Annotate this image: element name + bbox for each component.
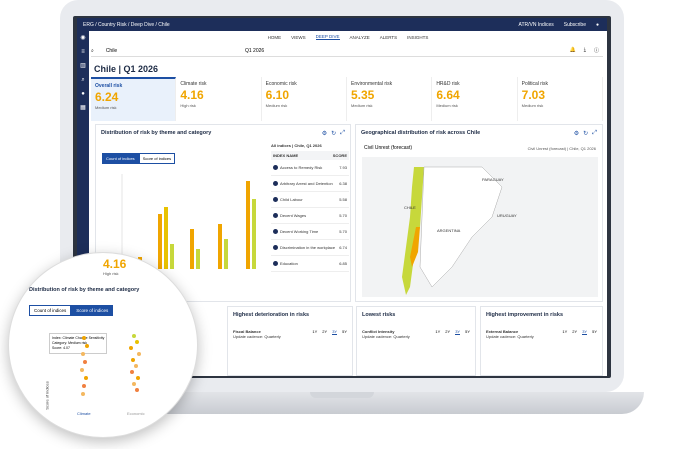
bar [252,199,256,269]
expand-icon[interactable]: ⤢ [592,130,597,136]
refresh-icon[interactable]: ↻ [583,131,589,137]
settings-icon[interactable]: ⚙ [573,131,580,137]
tooltip: Index: Climate Change Sensitivity Catego… [49,333,108,354]
tab-home[interactable]: HOME [267,34,282,40]
bar [170,244,174,269]
panel-title: Distribution of risk by theme and catego… [101,130,212,136]
search-input[interactable]: Chile [105,47,118,54]
laptop-notch [310,392,374,398]
table-row[interactable]: Arbitrary Arrest and Detention 6.38 [271,176,349,192]
distribution-panel: Distribution of risk by theme and catego… [95,124,351,302]
zoom-dot-chart [80,334,141,396]
indices-link[interactable]: ATR/VN Indices [518,22,554,28]
bar [196,249,200,269]
table-row[interactable]: Access to Remedy Risk 7.93 [271,160,349,176]
improvement-panel: Highest improvement in risks External Ba… [480,306,603,376]
card-economic[interactable]: Economic risk 6.10 Medium risk [262,77,347,121]
zoom-title: Distribution of risk by theme and catego… [29,287,140,293]
expand-icon[interactable]: ⤢ [340,130,345,136]
user-icon[interactable]: ● [595,22,599,28]
card-environmental[interactable]: Environmental risk 5.35 Medium risk [347,77,433,121]
table-row[interactable]: Discrimination in the workplace 6.74 [271,240,349,256]
indices-table: All indices | Chile, Q1 2026 INDEX NAME S… [271,143,349,272]
zoom-score-toggle[interactable]: Score of indices [71,305,114,316]
page-title: Chile | Q1 2026 [94,64,159,74]
map-label: PARAGUAY [482,177,504,182]
chile-shape [402,167,424,295]
map-search-input[interactable]: Civil Unrest (forecast) [364,145,413,151]
geo-title: Geographical distribution of risk across… [361,130,481,136]
map-label: CHILE [404,205,416,210]
chart-icon[interactable]: ▥ [80,63,86,69]
count-toggle[interactable]: Count of indices [102,153,139,164]
table-row[interactable]: Education 6.85 [271,256,349,272]
chile-map[interactable]: ARGENTINA CHILE PARAGUAY URUGUAY [362,157,598,297]
date-select[interactable]: Q1 2026 [245,47,265,54]
argentina-shape [419,166,503,288]
tab-alerts[interactable]: ALERTS [379,34,398,40]
download-icon[interactable]: ⤓ [583,47,586,53]
dot-icon[interactable]: ● [81,91,85,97]
settings-icon[interactable]: ⚙ [321,131,328,137]
laptop-base [40,392,644,414]
card-overall[interactable]: Overall risk 6.24 Medium risk [91,77,177,121]
zoom-lens: 4.16 High risk Distribution of risk by t… [8,252,198,438]
deterioration-panel: Highest deterioration in risks Fiscal Ba… [227,306,353,376]
search-nav-icon[interactable]: ⌕ [81,77,85,83]
zoom-count-toggle[interactable]: Count of indices [29,305,72,316]
bar [164,207,168,269]
info-icon[interactable]: ⓘ [593,48,599,54]
search-icon: ⌕ [91,47,94,54]
grid-icon[interactable]: ▦ [80,105,86,111]
zoom-x-economic: Economic [127,411,145,416]
card-political[interactable]: Political risk 7.03 Medium risk [518,77,603,121]
map-label: ARGENTINA [437,228,461,233]
zoom-big-value: 4.16 [103,257,127,271]
bar [190,229,194,269]
bell-icon[interactable]: 🔔 [569,47,576,53]
tab-deep-dive[interactable]: DEEP DIVE [315,34,340,40]
table-row[interactable]: Decent Working Time 5.70 [271,224,349,240]
tab-analyze[interactable]: ANALYZE [349,34,370,40]
top-bar: ERG / Country Risk / Deep Dive / Chile A… [77,18,607,31]
bar [246,181,250,269]
map-shapes: ARGENTINA CHILE PARAGUAY URUGUAY [402,166,517,295]
table-row[interactable]: Child Labour 5.58 [271,192,349,208]
subscribe-link[interactable]: Subscribe [563,22,586,28]
zoom-x-climate: Climate [77,411,91,416]
bar [218,224,222,269]
card-hrd[interactable]: HR&D risk 6.64 Medium risk [432,77,518,121]
refresh-icon[interactable]: ↻ [331,131,337,137]
layers-icon[interactable]: ≡ [81,49,85,55]
tab-insights[interactable]: INSIGHTS [407,34,429,40]
card-climate[interactable]: Climate risk 4.16 High risk [176,77,262,121]
map-label: URUGUAY [497,213,517,218]
bar [158,214,162,269]
map-date: Civil Unrest (forecast) | Chile, Q1 2026 [527,146,596,151]
breadcrumb[interactable]: ERG / Country Risk / Deep Dive / Chile [83,22,170,28]
geo-panel: Geographical distribution of risk across… [355,124,603,302]
zoom-big-sub: High risk [103,271,119,276]
table-row[interactable]: Decent Wages 5.70 [271,208,349,224]
bar [224,239,228,269]
tab-bar: HOME VIEWS DEEP DIVE ANALYZE ALERTS INSI… [89,31,607,43]
tab-views[interactable]: VIEWS [291,34,306,40]
globe-icon[interactable]: ◉ [80,35,86,41]
score-toggle[interactable]: Score of indices [138,153,176,164]
risk-cards: Overall risk 6.24 Medium risk Climate risk… [91,77,603,121]
lowest-risks-panel: Lowest risks Conflict Intensity Update ca… [356,306,476,376]
chile-central-region [410,227,420,267]
search-row: ⌕ Chile Q1 2026 🔔 ⤓ ⓘ [91,45,603,57]
